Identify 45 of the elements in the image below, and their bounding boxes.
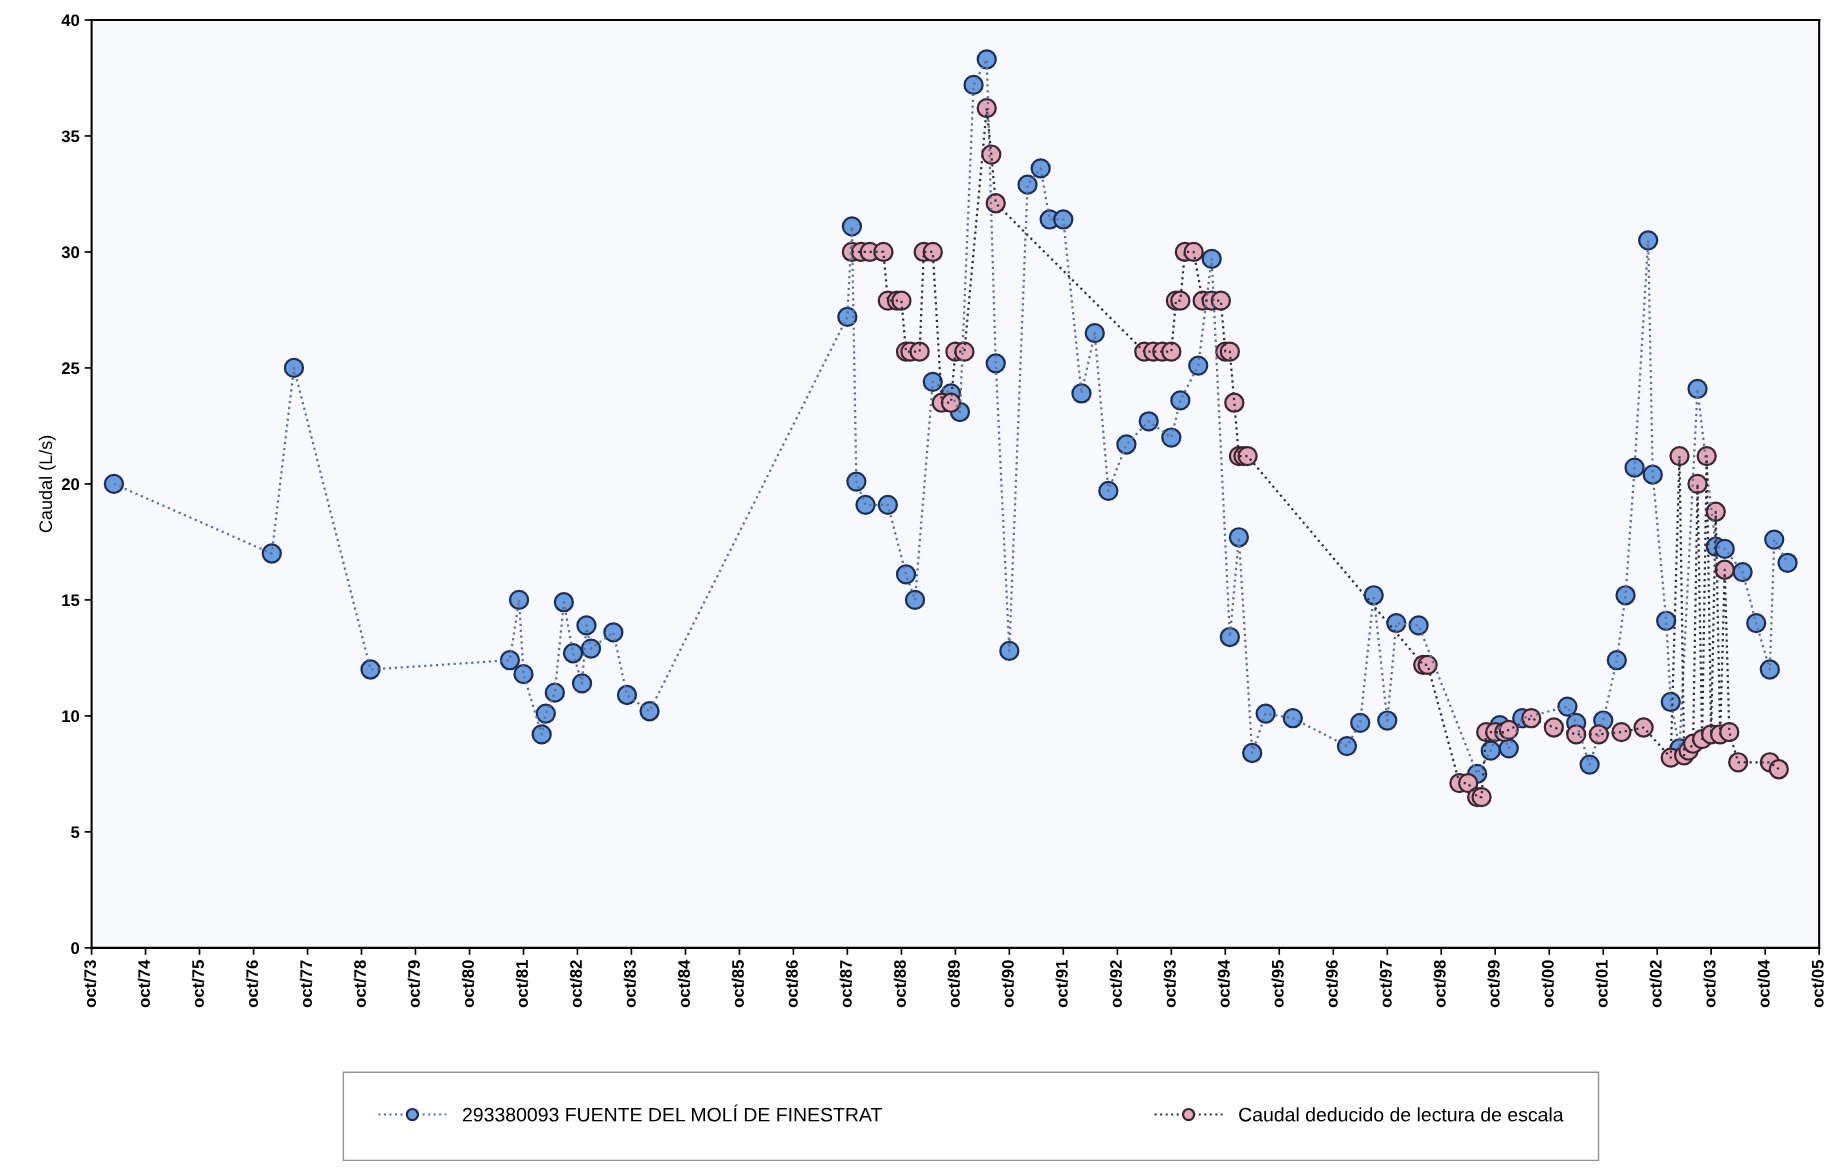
x-tick-label: oct/76 (245, 960, 259, 1008)
x-tick-label: oct/77 (299, 960, 313, 1008)
x-tick-label: oct/81 (515, 960, 529, 1008)
x-tick-label: oct/89 (947, 960, 961, 1008)
x-tick-label: oct/02 (1649, 960, 1662, 1008)
x-tick-label: oct/91 (1055, 960, 1068, 1008)
y-tick-label: 15 (62, 594, 80, 607)
x-tick-label: oct/78 (353, 960, 367, 1008)
y-tick-label: 35 (61, 130, 80, 143)
x-tick-label: oct/83 (623, 960, 637, 1008)
legend-label: 293380093 FUENTE DEL MOLÍ DE FINESTRAT (462, 1104, 882, 1122)
x-tick-label: oct/84 (677, 959, 691, 1008)
x-tick-label: oct/88 (893, 960, 907, 1008)
x-tick-label: oct/75 (191, 960, 205, 1008)
y-axis-title: Caudal (L/s) (38, 435, 56, 533)
x-tick-label: oct/80 (461, 960, 475, 1008)
x-tick-label: oct/79 (407, 960, 421, 1008)
legend-label: Caudal deducido de lectura de escala (1239, 1107, 1564, 1122)
x-tick-label: oct/97 (1379, 960, 1392, 1008)
x-tick-label: oct/92 (1109, 960, 1123, 1008)
x-tick-label: oct/74 (137, 959, 151, 1008)
y-tick-label: 20 (61, 478, 80, 491)
x-tick-label: oct/99 (1487, 960, 1500, 1008)
x-tick-label: oct/95 (1271, 960, 1284, 1008)
y-tick-label: 5 (71, 826, 80, 839)
x-tick-label: oct/96 (1325, 960, 1338, 1008)
x-tick-label: oct/05 (1811, 960, 1824, 1008)
x-tick-label: oct/00 (1541, 960, 1554, 1008)
x-tick-label: oct/04 (1757, 959, 1770, 1008)
x-tick-label: oct/73 (83, 960, 97, 1008)
y-tick-label: 0 (71, 942, 80, 955)
y-tick-label: 40 (61, 14, 80, 27)
x-tick-label: oct/94 (1217, 959, 1230, 1008)
x-tick-label: oct/86 (785, 960, 799, 1008)
x-tick-label: oct/98 (1433, 960, 1446, 1008)
y-tick-label: 25 (61, 362, 80, 375)
x-tick-label: oct/90 (1001, 960, 1014, 1008)
x-tick-label: oct/87 (839, 960, 852, 1008)
x-tick-label: oct/01 (1595, 960, 1608, 1008)
x-tick-label: oct/03 (1703, 960, 1716, 1008)
x-tick-label: oct/93 (1163, 960, 1176, 1008)
x-tick-label: oct/85 (731, 960, 745, 1008)
y-tick-label: 30 (61, 246, 80, 259)
x-tick-label: oct/82 (569, 960, 583, 1008)
y-tick-label: 10 (62, 710, 80, 723)
